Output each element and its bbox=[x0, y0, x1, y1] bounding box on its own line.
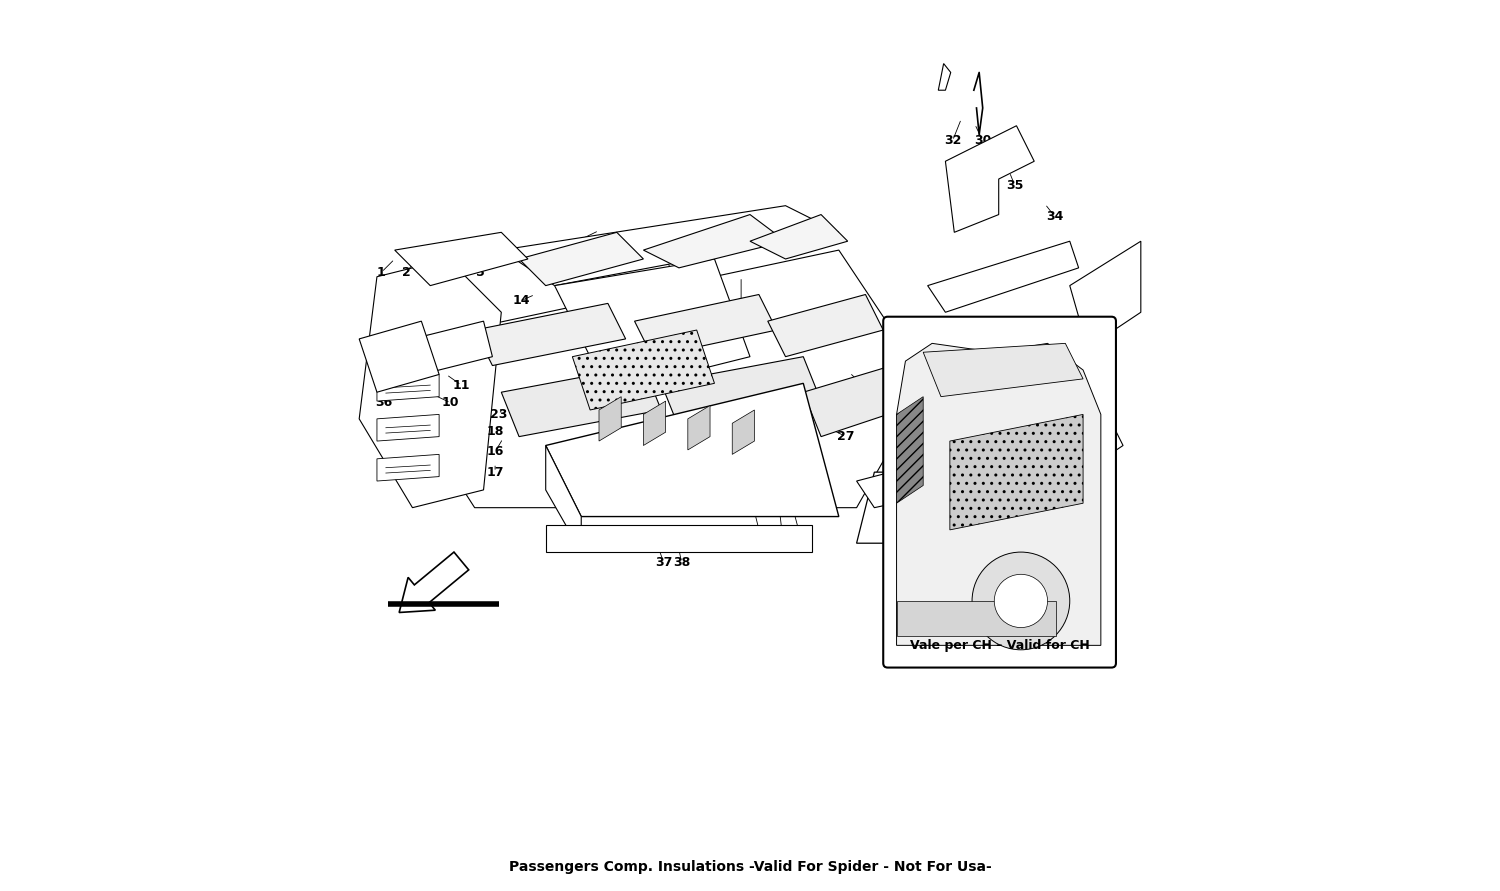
Text: 30: 30 bbox=[974, 135, 992, 147]
Text: 14: 14 bbox=[512, 294, 530, 307]
Text: 11: 11 bbox=[453, 379, 470, 392]
Text: 25: 25 bbox=[684, 441, 700, 454]
Text: 41: 41 bbox=[1092, 534, 1110, 547]
Text: 1: 1 bbox=[376, 266, 386, 279]
Text: 15: 15 bbox=[633, 319, 651, 332]
Text: 18: 18 bbox=[486, 425, 504, 437]
Polygon shape bbox=[376, 454, 440, 481]
Polygon shape bbox=[394, 250, 927, 508]
Polygon shape bbox=[732, 410, 754, 454]
Text: 9: 9 bbox=[669, 266, 676, 279]
Polygon shape bbox=[634, 295, 777, 356]
Polygon shape bbox=[945, 126, 1034, 233]
Polygon shape bbox=[662, 356, 820, 428]
Polygon shape bbox=[922, 343, 1083, 396]
Text: 38: 38 bbox=[674, 556, 690, 569]
Text: 26: 26 bbox=[795, 541, 812, 554]
Polygon shape bbox=[856, 472, 1106, 544]
Text: 32: 32 bbox=[944, 135, 962, 147]
Polygon shape bbox=[358, 321, 440, 392]
Circle shape bbox=[972, 552, 1070, 650]
Text: 5: 5 bbox=[477, 266, 484, 279]
Polygon shape bbox=[598, 396, 621, 441]
Polygon shape bbox=[358, 259, 501, 508]
Text: 42: 42 bbox=[962, 534, 980, 547]
Text: 22: 22 bbox=[837, 394, 855, 406]
Text: 31: 31 bbox=[1020, 459, 1036, 471]
Polygon shape bbox=[546, 526, 812, 552]
Polygon shape bbox=[950, 414, 1083, 530]
Text: 7: 7 bbox=[856, 377, 865, 390]
Text: 13: 13 bbox=[615, 306, 633, 319]
Text: Vale per CH – Valid for CH: Vale per CH – Valid for CH bbox=[909, 640, 1089, 652]
Text: 35: 35 bbox=[1007, 179, 1023, 192]
Polygon shape bbox=[1034, 410, 1124, 481]
Text: 27: 27 bbox=[837, 430, 855, 443]
Text: 20: 20 bbox=[690, 303, 708, 316]
Polygon shape bbox=[856, 428, 1078, 508]
Text: 39: 39 bbox=[1090, 337, 1107, 350]
Text: 21: 21 bbox=[837, 413, 855, 425]
Text: 23: 23 bbox=[490, 408, 507, 421]
FancyArrow shape bbox=[399, 552, 468, 612]
Polygon shape bbox=[804, 365, 901, 437]
Polygon shape bbox=[939, 63, 951, 90]
Text: 7: 7 bbox=[736, 297, 746, 310]
Text: 3: 3 bbox=[427, 266, 435, 279]
Text: 40: 40 bbox=[939, 534, 957, 547]
Text: Passengers Comp. Insulations -Valid For Spider - Not For Usa-: Passengers Comp. Insulations -Valid For … bbox=[509, 860, 992, 873]
Text: 29: 29 bbox=[962, 574, 980, 587]
Polygon shape bbox=[555, 259, 750, 392]
Text: 19: 19 bbox=[776, 541, 792, 554]
Polygon shape bbox=[394, 233, 528, 286]
Polygon shape bbox=[573, 330, 714, 410]
Polygon shape bbox=[376, 374, 440, 401]
Polygon shape bbox=[644, 215, 786, 268]
Polygon shape bbox=[750, 215, 847, 259]
Text: 10: 10 bbox=[442, 396, 459, 409]
Polygon shape bbox=[897, 396, 922, 503]
Text: 12: 12 bbox=[608, 361, 625, 374]
Polygon shape bbox=[546, 446, 580, 552]
Circle shape bbox=[994, 575, 1047, 627]
Polygon shape bbox=[474, 303, 626, 365]
Text: 17: 17 bbox=[486, 466, 504, 478]
Polygon shape bbox=[688, 405, 709, 450]
Polygon shape bbox=[546, 383, 839, 517]
Text: 36: 36 bbox=[375, 396, 393, 409]
Polygon shape bbox=[519, 233, 644, 286]
Polygon shape bbox=[501, 365, 662, 437]
Polygon shape bbox=[927, 241, 1078, 312]
Polygon shape bbox=[897, 343, 1101, 645]
Polygon shape bbox=[376, 414, 440, 441]
Text: 24: 24 bbox=[754, 541, 772, 554]
Text: 8: 8 bbox=[564, 239, 572, 252]
Polygon shape bbox=[1070, 241, 1142, 347]
Text: 28: 28 bbox=[962, 609, 980, 623]
Text: 37: 37 bbox=[656, 556, 672, 569]
Polygon shape bbox=[768, 295, 884, 356]
Polygon shape bbox=[376, 334, 440, 361]
Text: 16: 16 bbox=[486, 446, 504, 458]
Text: 34: 34 bbox=[1046, 210, 1064, 223]
Polygon shape bbox=[644, 401, 666, 446]
Text: 33: 33 bbox=[1007, 148, 1023, 160]
Text: 4: 4 bbox=[452, 266, 460, 279]
Text: 2: 2 bbox=[402, 266, 411, 279]
Polygon shape bbox=[501, 206, 839, 286]
Polygon shape bbox=[413, 321, 492, 374]
Polygon shape bbox=[897, 601, 1056, 636]
FancyBboxPatch shape bbox=[884, 316, 1116, 667]
Text: 6: 6 bbox=[628, 252, 638, 266]
